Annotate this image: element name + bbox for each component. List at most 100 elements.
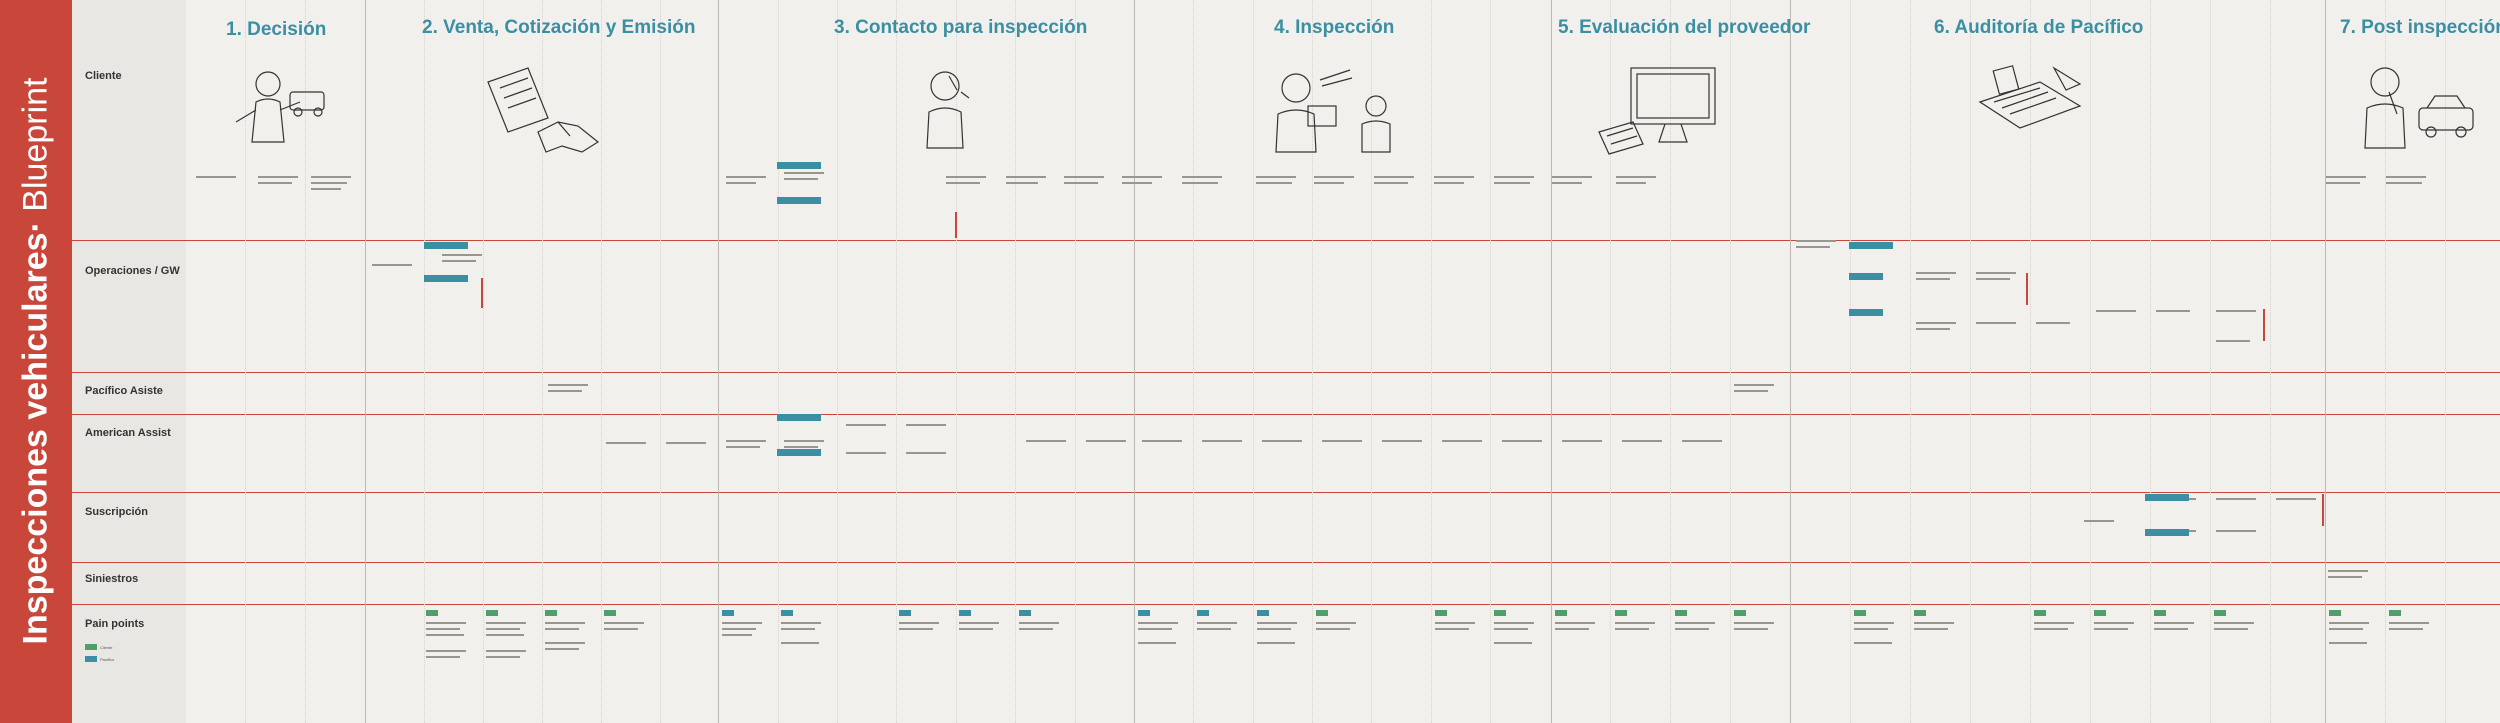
lane-label-operaciones: Operaciones / GW [85,265,180,277]
column-divider [956,0,957,723]
pain-tag [1197,610,1209,616]
person-thinking-car-icon [2364,67,2474,149]
column-divider [1312,0,1313,723]
lane-label-pain-points: Pain points [85,618,145,630]
computer-monitor-icon [1598,67,1716,155]
pain-tag [1615,610,1627,616]
column-divider [1730,0,1731,723]
column-divider [2270,0,2271,723]
phase-divider [1790,0,1791,723]
phase-title-venta: 2. Venta, Cotización y Emisión [422,17,696,38]
lane-divider [72,492,2500,493]
lane-divider [72,240,2500,241]
phase-title-inspeccion: 4. Inspección [1274,17,1395,38]
column-divider [1015,0,1016,723]
column-divider [2210,0,2211,723]
column-divider [2445,0,2446,723]
inspection-people-icon [1275,69,1391,153]
lane-tag [777,414,821,421]
column-divider [424,0,425,723]
pain-tag [1734,610,1746,616]
legend-swatch-pacifico [85,656,97,662]
column-divider [2030,0,2031,723]
pain-tag [722,610,734,616]
column-divider [837,0,838,723]
lane-tag [2145,529,2189,536]
page-title-sub: Blueprint [16,77,55,222]
column-divider [778,0,779,723]
lane-label-american-assist: American Assist [85,427,171,439]
sidebar: Inspecciones vehiculares· Blueprint [0,0,72,723]
lane-tag [1849,309,1883,316]
pain-tag [959,610,971,616]
phase-divider [1551,0,1552,723]
pain-tag [1435,610,1447,616]
person-on-phone-icon [926,71,970,149]
lane-tag [777,162,821,169]
pain-tag [1494,610,1506,616]
phase-title-evaluacion: 5. Evaluación del proveedor [1558,17,1811,38]
pain-tag [486,610,498,616]
column-divider [305,0,306,723]
legend-swatch-cliente [85,644,97,650]
flow-marker [2263,309,2265,341]
audit-documents-icon [1978,65,2082,129]
column-divider [896,0,897,723]
person-with-car-icon [235,71,325,143]
column-divider [1850,0,1851,723]
pain-tag [2214,610,2226,616]
column-divider [1075,0,1076,723]
lane-tag [1849,273,1883,280]
column-divider [542,0,543,723]
column-divider [2385,0,2386,723]
pain-tag [2154,610,2166,616]
lane-label-pacifico-asiste: Pacífico Asiste [85,385,163,397]
lane-label-cliente: Cliente [85,70,122,82]
lane-tag [2145,494,2189,501]
flow-marker [2026,273,2028,305]
phase-divider [2325,0,2326,723]
column-divider [1910,0,1911,723]
column-divider [1490,0,1491,723]
lane-tag [424,275,468,282]
column-divider [245,0,246,723]
phase-divider [718,0,719,723]
pain-tag [545,610,557,616]
lane-label-siniestros: Siniestros [85,573,139,585]
column-divider [1970,0,1971,723]
lane-divider [72,414,2500,415]
lane-divider [72,604,2500,605]
legend-label-pacifico: Pacífico [100,657,115,662]
page-title: Inspecciones vehiculares· Blueprint [17,78,56,645]
legend-label-cliente: Cliente [100,645,113,650]
pain-tag [2389,610,2401,616]
pain-tag [2329,610,2341,616]
pain-tag [604,610,616,616]
page-title-main: Inspecciones vehiculares· [16,221,55,645]
phase-title-post: 7. Post inspección [2340,17,2500,38]
flow-marker [955,212,957,238]
pain-tag [1316,610,1328,616]
column-divider [601,0,602,723]
phase-title-auditoria: 6. Auditoría de Pacífico [1934,17,2144,38]
pain-tag [1854,610,1866,616]
pain-tag [1019,610,1031,616]
lane-tag [424,242,468,249]
flow-marker [2322,494,2324,526]
pain-tag [1555,610,1567,616]
pain-point-notes [426,622,2429,658]
pain-tag [899,610,911,616]
column-divider [1670,0,1671,723]
contract-handshake-icon [487,67,600,153]
pain-tag [1257,610,1269,616]
column-divider [1253,0,1254,723]
pain-tag [1914,610,1926,616]
phase-title-decision: 1. Decisión [226,19,327,40]
lane-divider [72,372,2500,373]
pain-tag [1675,610,1687,616]
lane-label-suscripcion: Suscripción [85,506,148,518]
pain-tag [781,610,793,616]
lane-tag [777,449,821,456]
pain-tag [2034,610,2046,616]
column-divider [660,0,661,723]
